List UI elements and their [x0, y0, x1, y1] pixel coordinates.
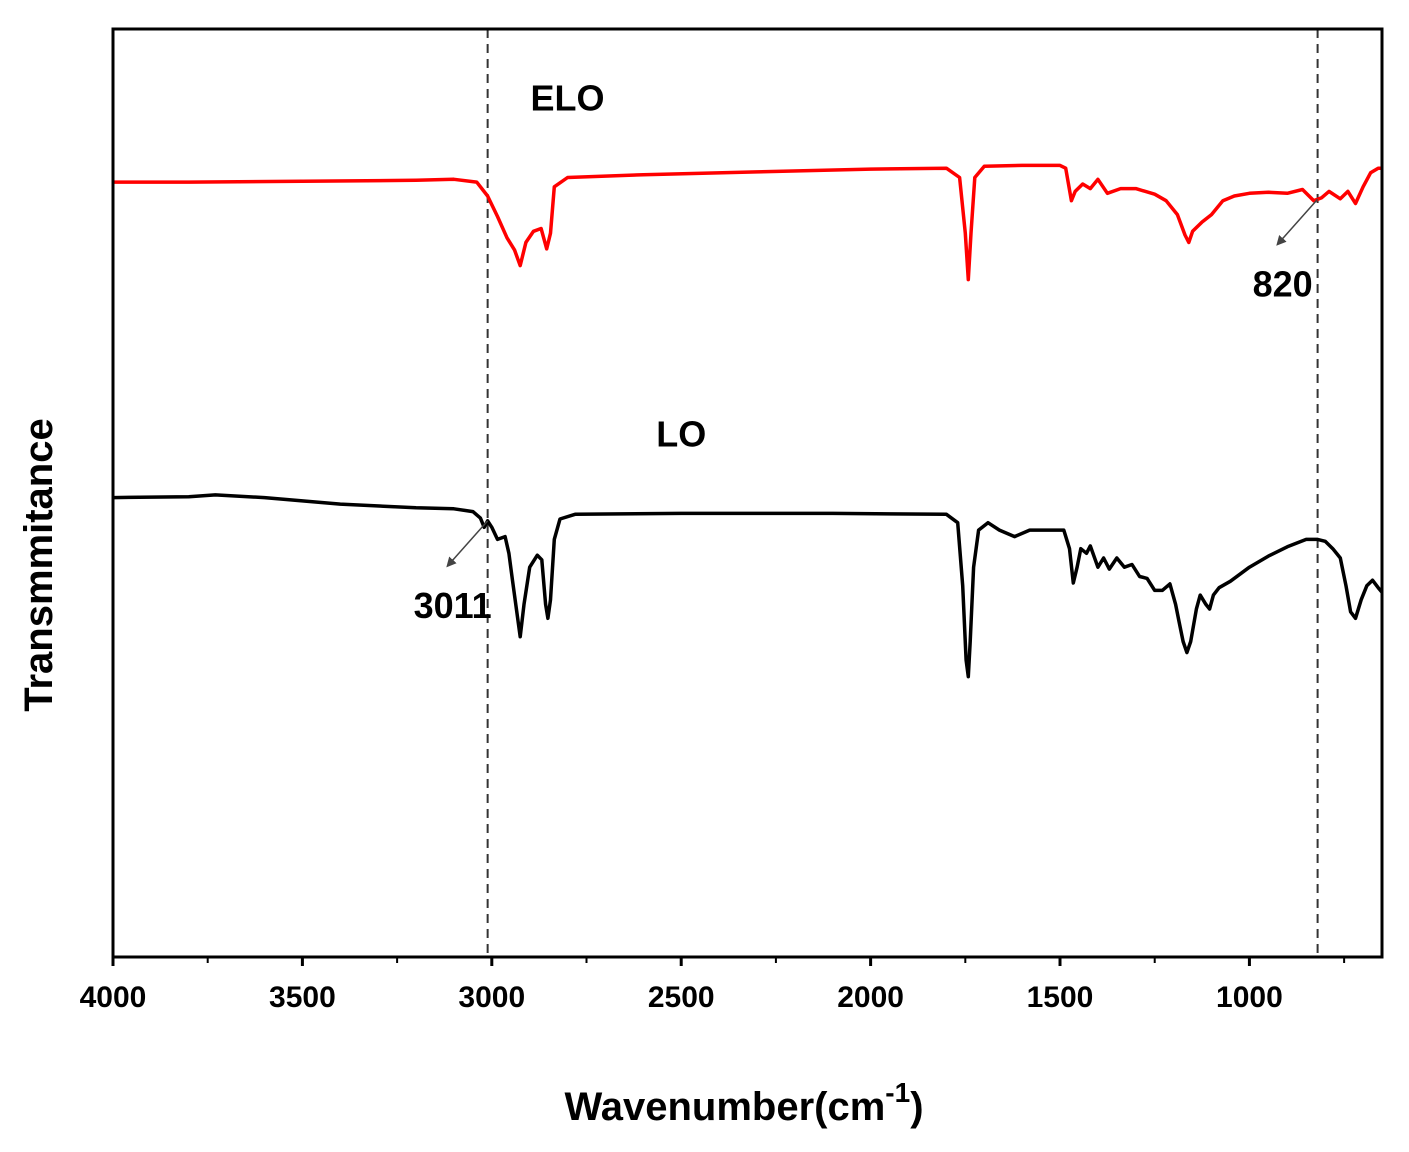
- x-axis-title-superscript: -1: [885, 1077, 910, 1108]
- annotation-label-3011: 3011: [414, 585, 492, 626]
- x-tick-label-1000: 1000: [1216, 981, 1283, 1014]
- series-label-lo: LO: [656, 414, 706, 455]
- x-tick-label-3000: 3000: [458, 981, 525, 1014]
- x-axis-title-close: ): [910, 1085, 923, 1129]
- series-line-lo: [112, 493, 1384, 679]
- x-tick-label-2000: 2000: [837, 981, 904, 1014]
- x-tick-label-3500: 3500: [269, 981, 336, 1014]
- plot-frame: [111, 27, 1384, 959]
- annotation-label-820: 820: [1253, 263, 1313, 304]
- x-axis-title-main: Wavenumber(cm: [564, 1085, 885, 1129]
- x-axis-ticks: 4000 3500 3000 2500 2000 1500 1000: [80, 957, 1346, 1014]
- x-tick-label-2500: 2500: [648, 981, 715, 1014]
- annotation-arrow-3011: [446, 520, 489, 568]
- annotation-arrow-820: [1276, 198, 1319, 246]
- series-line-elo: [113, 163, 1382, 282]
- x-axis-title: Wavenumber(cm-1): [564, 1077, 923, 1129]
- x-tick-label-1500: 1500: [1027, 981, 1094, 1014]
- y-axis-title: Transmmitance: [17, 418, 61, 711]
- x-tick-label-4000: 4000: [80, 981, 147, 1014]
- plot-area: ELO LO 3011 820: [112, 29, 1384, 957]
- series-label-elo: ELO: [531, 78, 605, 119]
